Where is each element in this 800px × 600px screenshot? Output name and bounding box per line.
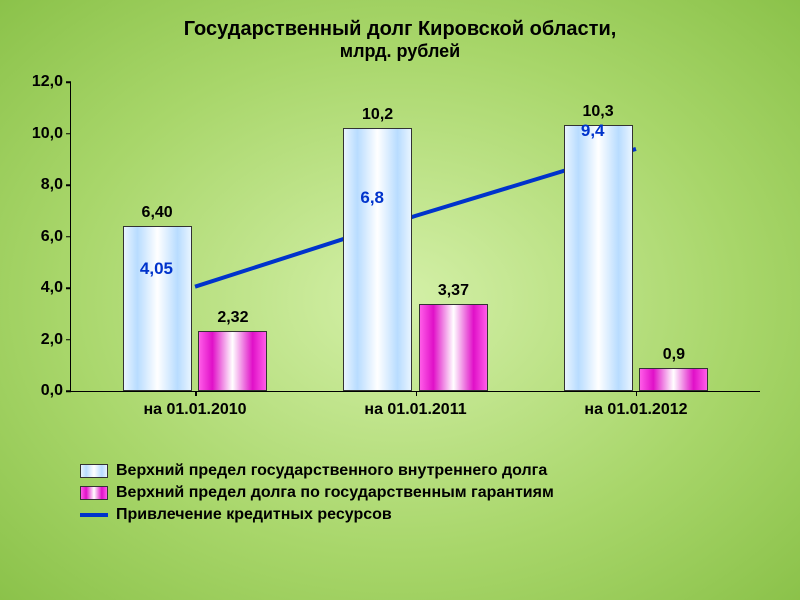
y-axis-tick-mark (66, 236, 71, 238)
y-axis-tick-label: 8,0 (21, 176, 63, 194)
bar-value-label: 10,3 (583, 103, 614, 121)
legend-label: Верхний предел государственного внутренн… (116, 462, 547, 480)
legend-item-line: Привлечение кредитных ресурсов (80, 506, 800, 524)
bar-series1 (123, 226, 192, 391)
line-value-label: 6,8 (360, 188, 384, 208)
x-axis-tick-mark (195, 391, 197, 396)
x-axis-category-label: на 01.01.2011 (364, 401, 466, 419)
legend-label: Привлечение кредитных ресурсов (116, 506, 392, 524)
y-axis-tick-mark (66, 184, 71, 186)
bar-series2 (419, 304, 488, 391)
x-axis-tick-mark (636, 391, 638, 396)
title-line1: Государственный долг Кировской области, (0, 18, 800, 41)
y-axis-tick-mark (66, 81, 71, 83)
y-axis-tick-label: 6,0 (21, 228, 63, 246)
bar-value-label: 6,40 (142, 204, 173, 222)
line-value-label: 9,4 (581, 121, 605, 141)
legend-item-bars2: Верхний предел долга по государственным … (80, 484, 800, 502)
x-axis-category-label: на 01.01.2012 (584, 401, 687, 419)
x-axis-tick-mark (416, 391, 418, 396)
bar-value-label: 2,32 (217, 309, 248, 327)
bar-value-label: 3,37 (438, 282, 469, 300)
title-line2: млрд. рублей (0, 41, 800, 62)
bar-series2 (198, 331, 267, 391)
y-axis-tick-mark (66, 133, 71, 135)
bar-value-label: 0,9 (663, 346, 685, 364)
y-axis-tick-label: 4,0 (21, 279, 63, 297)
y-axis-tick-mark (66, 287, 71, 289)
legend-label: Верхний предел долга по государственным … (116, 484, 554, 502)
y-axis-tick-label: 0,0 (21, 382, 63, 400)
y-axis-tick-label: 12,0 (21, 73, 63, 91)
chart-title: Государственный долг Кировской области, … (0, 0, 800, 62)
bar-series1 (564, 125, 633, 391)
y-axis-tick-label: 10,0 (21, 125, 63, 143)
x-axis-category-label: на 01.01.2010 (143, 401, 246, 419)
line-value-label: 4,05 (140, 259, 173, 279)
y-axis-tick-label: 2,0 (21, 331, 63, 349)
bar-series2 (639, 368, 708, 391)
plot-region: 0,02,04,06,08,010,012,06,402,32на 01.01.… (70, 82, 760, 392)
chart-area: 0,02,04,06,08,010,012,06,402,32на 01.01.… (70, 82, 760, 432)
legend: Верхний предел государственного внутренн… (80, 462, 800, 524)
legend-swatch-magenta (80, 486, 108, 500)
legend-item-bars1: Верхний предел государственного внутренн… (80, 462, 800, 480)
bar-value-label: 10,2 (362, 106, 393, 124)
bar-series1 (343, 128, 412, 392)
legend-swatch-blue (80, 464, 108, 478)
y-axis-tick-mark (66, 339, 71, 341)
y-axis-tick-mark (66, 390, 71, 392)
legend-line-swatch (80, 513, 108, 517)
